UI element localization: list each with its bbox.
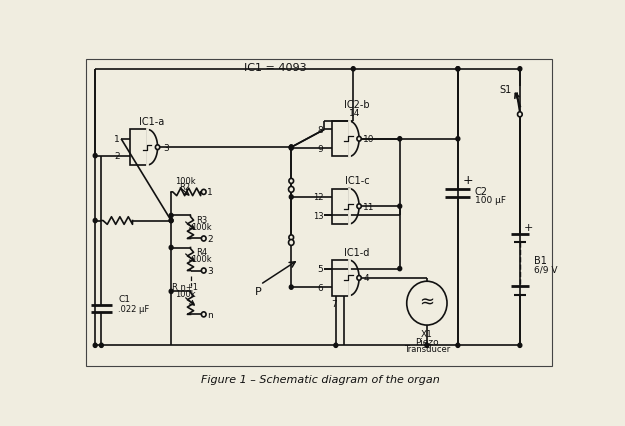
Circle shape <box>518 112 522 118</box>
Text: 2: 2 <box>207 234 212 243</box>
Text: 12: 12 <box>314 193 324 202</box>
Circle shape <box>169 219 173 223</box>
Circle shape <box>289 146 293 150</box>
Text: n: n <box>207 310 212 319</box>
Circle shape <box>398 267 402 271</box>
Text: 1: 1 <box>114 135 120 144</box>
Text: S1: S1 <box>500 85 512 95</box>
Circle shape <box>93 154 97 158</box>
Circle shape <box>357 137 361 142</box>
Text: 100k: 100k <box>191 222 212 231</box>
Text: B1: B1 <box>534 256 547 265</box>
Text: Transducer: Transducer <box>404 344 450 353</box>
Text: R2: R2 <box>179 183 191 192</box>
Circle shape <box>156 146 160 150</box>
Text: 6/9 V: 6/9 V <box>534 265 558 273</box>
Text: 100 μF: 100 μF <box>475 196 506 204</box>
Text: 8: 8 <box>318 126 323 135</box>
Circle shape <box>456 343 460 348</box>
Text: 6: 6 <box>318 283 323 292</box>
Circle shape <box>201 268 206 273</box>
Text: 2: 2 <box>114 152 120 161</box>
Text: IC1 = 4093: IC1 = 4093 <box>244 63 307 73</box>
Text: IC2-b: IC2-b <box>344 100 370 110</box>
Circle shape <box>169 290 173 294</box>
Circle shape <box>93 219 97 223</box>
Circle shape <box>456 137 460 141</box>
Circle shape <box>289 187 294 193</box>
Circle shape <box>425 343 429 348</box>
Text: X1: X1 <box>421 329 432 338</box>
Text: .022 μF: .022 μF <box>118 304 149 313</box>
Circle shape <box>289 285 293 290</box>
Text: R n+1: R n+1 <box>172 282 198 291</box>
Text: 11: 11 <box>362 202 374 211</box>
Text: 100k: 100k <box>191 254 212 263</box>
Text: P: P <box>256 287 262 296</box>
Text: 10: 10 <box>362 135 374 144</box>
Circle shape <box>398 204 402 209</box>
Text: IC1-a: IC1-a <box>139 117 164 127</box>
Text: C2: C2 <box>475 187 488 196</box>
Circle shape <box>93 343 97 348</box>
Text: ≈: ≈ <box>419 293 434 311</box>
Text: R4: R4 <box>196 248 207 256</box>
Text: +: + <box>524 223 533 233</box>
Circle shape <box>201 236 206 242</box>
Circle shape <box>518 343 522 348</box>
Circle shape <box>357 276 361 281</box>
Circle shape <box>398 137 402 141</box>
Text: 5: 5 <box>318 265 323 273</box>
Text: R3: R3 <box>196 216 207 225</box>
Text: 100k: 100k <box>175 176 196 185</box>
Circle shape <box>357 204 361 209</box>
Circle shape <box>289 146 293 150</box>
Text: 14: 14 <box>349 109 361 118</box>
Circle shape <box>456 67 460 72</box>
Text: 9: 9 <box>318 144 323 153</box>
Text: C1: C1 <box>118 294 131 303</box>
Circle shape <box>518 67 522 72</box>
Text: 3: 3 <box>207 266 212 275</box>
Circle shape <box>169 214 173 218</box>
Circle shape <box>289 235 294 240</box>
Circle shape <box>99 343 103 348</box>
Text: 13: 13 <box>314 211 324 221</box>
Text: Figure 1 – Schematic diagram of the organ: Figure 1 – Schematic diagram of the orga… <box>201 374 439 384</box>
Circle shape <box>169 246 173 250</box>
Circle shape <box>334 343 338 348</box>
Circle shape <box>169 219 173 223</box>
Circle shape <box>289 147 293 151</box>
Text: IC1-c: IC1-c <box>345 176 369 186</box>
Text: +: + <box>462 173 473 186</box>
Text: IC1-d: IC1-d <box>344 247 370 257</box>
Circle shape <box>289 196 293 199</box>
Text: 3: 3 <box>163 144 169 153</box>
Text: 1: 1 <box>207 188 212 197</box>
Circle shape <box>289 146 293 150</box>
Circle shape <box>289 179 294 184</box>
Circle shape <box>351 67 355 72</box>
Circle shape <box>201 312 206 317</box>
Text: 4: 4 <box>364 274 369 283</box>
Text: Piezo: Piezo <box>415 337 439 346</box>
Circle shape <box>456 67 460 72</box>
Text: 100k: 100k <box>175 290 196 299</box>
Circle shape <box>201 190 206 195</box>
Text: 7: 7 <box>331 300 337 309</box>
Circle shape <box>289 240 294 246</box>
